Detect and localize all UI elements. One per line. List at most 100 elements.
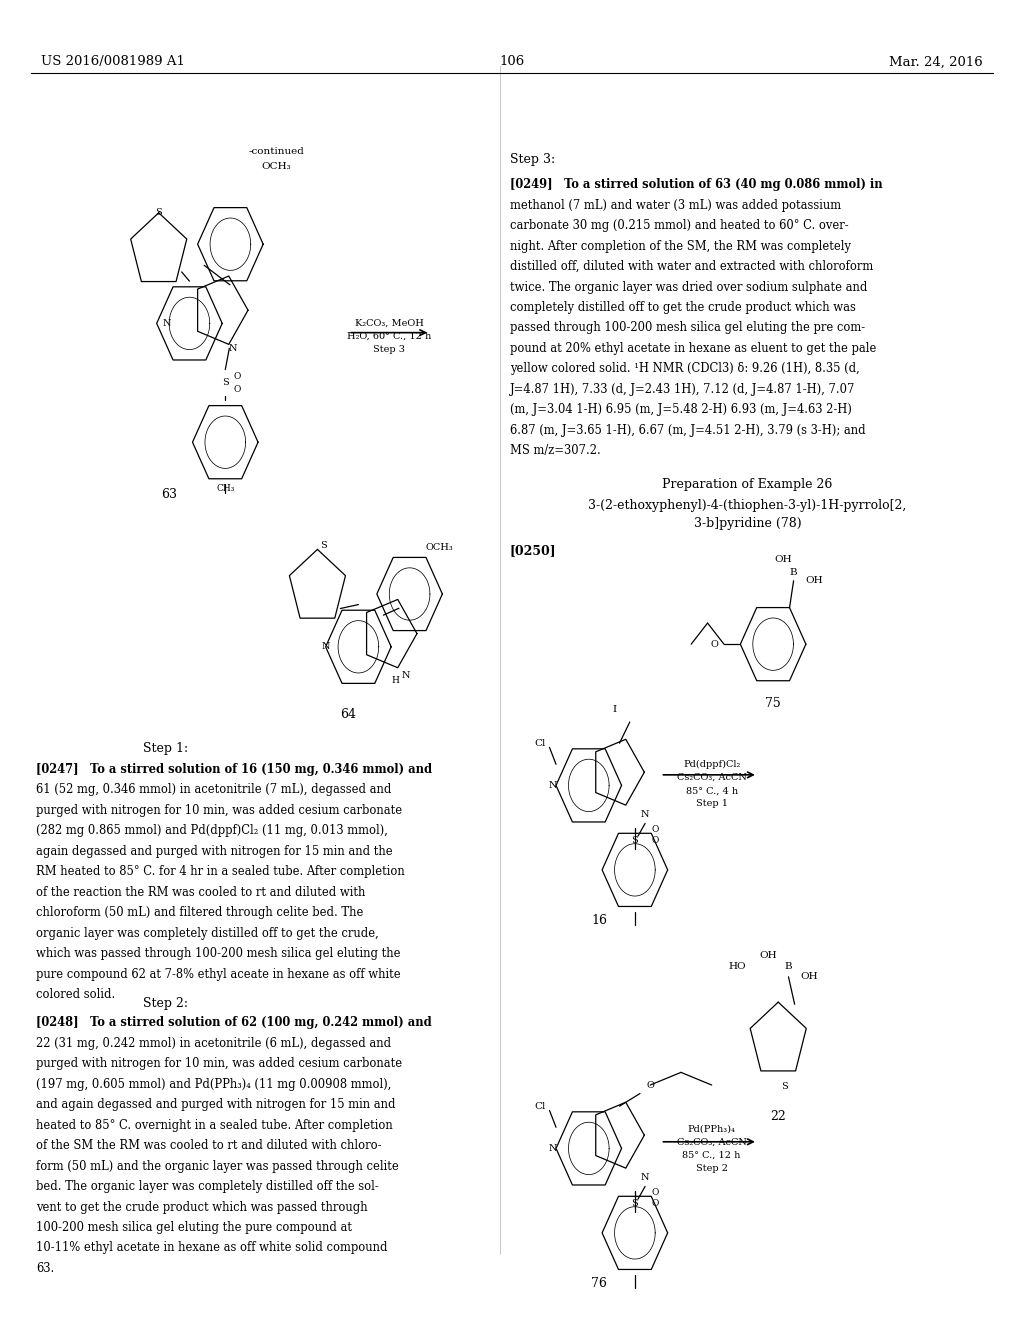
Text: [0247] To a stirred solution of 16 (150 mg, 0.346 mmol) and: [0247] To a stirred solution of 16 (150 … <box>36 763 432 776</box>
Text: Step 1: Step 1 <box>695 800 728 808</box>
Text: Step 3:: Step 3: <box>510 153 555 166</box>
Text: N: N <box>549 1144 557 1152</box>
Text: US 2016/0081989 A1: US 2016/0081989 A1 <box>41 55 185 69</box>
Text: purged with nitrogen for 10 min, was added cesium carbonate: purged with nitrogen for 10 min, was add… <box>36 804 402 817</box>
Text: 22: 22 <box>770 1110 786 1123</box>
Text: bed. The organic layer was completely distilled off the sol-: bed. The organic layer was completely di… <box>36 1180 379 1193</box>
Text: RM heated to 85° C. for 4 hr in a sealed tube. After completion: RM heated to 85° C. for 4 hr in a sealed… <box>36 866 404 878</box>
Text: OH: OH <box>774 556 793 564</box>
Text: MS m/z=307.2.: MS m/z=307.2. <box>510 444 601 457</box>
Text: Pd(PPh₃)₄: Pd(PPh₃)₄ <box>688 1125 735 1133</box>
Text: distilled off, diluted with water and extracted with chloroform: distilled off, diluted with water and ex… <box>510 260 873 273</box>
Text: Mar. 24, 2016: Mar. 24, 2016 <box>889 55 983 69</box>
Text: and again degassed and purged with nitrogen for 15 min and: and again degassed and purged with nitro… <box>36 1098 395 1111</box>
Text: 85° C., 4 h: 85° C., 4 h <box>686 787 737 795</box>
Text: Step 1:: Step 1: <box>143 742 188 755</box>
Text: OH: OH <box>800 973 818 981</box>
Text: B: B <box>784 962 793 970</box>
Text: N: N <box>322 643 330 651</box>
Text: I: I <box>613 705 617 714</box>
Text: heated to 85° C. overnight in a sealed tube. After completion: heated to 85° C. overnight in a sealed t… <box>36 1119 392 1131</box>
Text: O: O <box>651 1199 659 1208</box>
Text: 76: 76 <box>591 1276 607 1290</box>
Text: -continued: -continued <box>249 148 304 156</box>
Text: O: O <box>651 836 659 845</box>
Text: 63.: 63. <box>36 1262 54 1275</box>
Text: OCH₃: OCH₃ <box>426 543 454 552</box>
Text: 6.87 (m, J=3.65 1-H), 6.67 (m, J=4.51 2-H), 3.79 (s 3-H); and: 6.87 (m, J=3.65 1-H), 6.67 (m, J=4.51 2-… <box>510 424 865 437</box>
Text: Cs₂CO₃, AcCN: Cs₂CO₃, AcCN <box>677 1138 746 1146</box>
Text: colored solid.: colored solid. <box>36 987 115 1001</box>
Text: carbonate 30 mg (0.215 mmol) and heated to 60° C. over-: carbonate 30 mg (0.215 mmol) and heated … <box>510 219 849 232</box>
Text: organic layer was completely distilled off to get the crude,: organic layer was completely distilled o… <box>36 927 379 940</box>
Text: again degassed and purged with nitrogen for 15 min and the: again degassed and purged with nitrogen … <box>36 845 392 858</box>
Text: CH₃: CH₃ <box>216 484 234 494</box>
Text: Step 2: Step 2 <box>695 1164 728 1172</box>
Text: which was passed through 100-200 mesh silica gel eluting the: which was passed through 100-200 mesh si… <box>36 948 400 960</box>
Text: 106: 106 <box>500 55 524 69</box>
Text: Cs₂CO₃, AcCN: Cs₂CO₃, AcCN <box>677 774 746 781</box>
Text: O: O <box>646 1081 654 1089</box>
Text: J=4.87 1H), 7.33 (d, J=2.43 1H), 7.12 (d, J=4.87 1-H), 7.07: J=4.87 1H), 7.33 (d, J=2.43 1H), 7.12 (d… <box>510 383 855 396</box>
Text: Pd(dppf)Cl₂: Pd(dppf)Cl₂ <box>683 760 740 768</box>
Text: 3-(2-ethoxyphenyl)-4-(thiophen-3-yl)-1H-pyrrolo[2,: 3-(2-ethoxyphenyl)-4-(thiophen-3-yl)-1H-… <box>589 499 906 512</box>
Text: N: N <box>641 1173 649 1183</box>
Text: OCH₃: OCH₃ <box>262 162 291 170</box>
Text: 22 (31 mg, 0.242 mmol) in acetonitrile (6 mL), degassed and: 22 (31 mg, 0.242 mmol) in acetonitrile (… <box>36 1038 391 1049</box>
Text: N: N <box>229 343 238 352</box>
Text: (197 mg, 0.605 mmol) and Pd(PPh₃)₄ (11 mg 0.00908 mmol),: (197 mg, 0.605 mmol) and Pd(PPh₃)₄ (11 m… <box>36 1077 391 1090</box>
Text: [0248] To a stirred solution of 62 (100 mg, 0.242 mmol) and: [0248] To a stirred solution of 62 (100 … <box>36 1016 431 1030</box>
Text: 64: 64 <box>340 708 356 721</box>
Text: O: O <box>711 640 718 648</box>
Text: O: O <box>233 372 242 380</box>
Text: [0249] To a stirred solution of 63 (40 mg 0.086 mmol) in: [0249] To a stirred solution of 63 (40 m… <box>510 178 883 191</box>
Text: N: N <box>641 810 649 820</box>
Text: 10-11% ethyl acetate in hexane as off white solid compound: 10-11% ethyl acetate in hexane as off wh… <box>36 1241 387 1254</box>
Text: vent to get the crude product which was passed through: vent to get the crude product which was … <box>36 1201 368 1213</box>
Text: [0250]: [0250] <box>510 544 557 557</box>
Text: O: O <box>651 825 659 834</box>
Text: S: S <box>321 541 328 549</box>
Text: pure compound 62 at 7-8% ethyl aceate in hexane as off white: pure compound 62 at 7-8% ethyl aceate in… <box>36 968 400 981</box>
Text: H₂O, 60° C., 12 h: H₂O, 60° C., 12 h <box>347 333 431 341</box>
Text: pound at 20% ethyl acetate in hexane as eluent to get the pale: pound at 20% ethyl acetate in hexane as … <box>510 342 877 355</box>
Text: of the reaction the RM was cooled to rt and diluted with: of the reaction the RM was cooled to rt … <box>36 886 366 899</box>
Text: Cl: Cl <box>534 739 546 747</box>
Text: yellow colored solid. ¹H NMR (CDCl3) δ: 9.26 (1H), 8.35 (d,: yellow colored solid. ¹H NMR (CDCl3) δ: … <box>510 362 860 375</box>
Text: 100-200 mesh silica gel eluting the pure compound at: 100-200 mesh silica gel eluting the pure… <box>36 1221 352 1234</box>
Text: OH: OH <box>759 952 777 960</box>
Text: H: H <box>392 676 399 685</box>
Text: 61 (52 mg, 0.346 mmol) in acetonitrile (7 mL), degassed and: 61 (52 mg, 0.346 mmol) in acetonitrile (… <box>36 783 391 796</box>
Text: 3-b]pyridine (78): 3-b]pyridine (78) <box>693 517 802 531</box>
Text: B: B <box>790 568 798 577</box>
Text: N: N <box>549 781 557 789</box>
Text: of the SM the RM was cooled to rt and diluted with chloro-: of the SM the RM was cooled to rt and di… <box>36 1139 381 1152</box>
Text: OH: OH <box>805 577 823 585</box>
Text: S: S <box>632 836 638 845</box>
Text: Step 3: Step 3 <box>373 346 406 354</box>
Text: 85° C., 12 h: 85° C., 12 h <box>682 1151 741 1159</box>
Text: S: S <box>222 379 228 387</box>
Text: twice. The organic layer was dried over sodium sulphate and: twice. The organic layer was dried over … <box>510 281 867 293</box>
Text: 75: 75 <box>765 697 781 710</box>
Text: passed through 100-200 mesh silica gel eluting the pre com-: passed through 100-200 mesh silica gel e… <box>510 322 865 334</box>
Text: Cl: Cl <box>534 1102 546 1110</box>
Text: chloroform (50 mL) and filtered through celite bed. The: chloroform (50 mL) and filtered through … <box>36 906 364 919</box>
Text: night. After completion of the SM, the RM was completely: night. After completion of the SM, the R… <box>510 240 851 252</box>
Text: 16: 16 <box>591 913 607 927</box>
Text: S: S <box>156 209 162 218</box>
Text: N: N <box>162 319 171 327</box>
Text: S: S <box>781 1082 788 1092</box>
Text: completely distilled off to get the crude product which was: completely distilled off to get the crud… <box>510 301 856 314</box>
Text: O: O <box>233 385 242 393</box>
Text: K₂CO₃, MeOH: K₂CO₃, MeOH <box>354 319 424 327</box>
Text: methanol (7 mL) and water (3 mL) was added potassium: methanol (7 mL) and water (3 mL) was add… <box>510 198 841 211</box>
Text: S: S <box>632 1199 638 1208</box>
Text: form (50 mL) and the organic layer was passed through celite: form (50 mL) and the organic layer was p… <box>36 1160 398 1172</box>
Text: Preparation of Example 26: Preparation of Example 26 <box>663 478 833 491</box>
Text: Step 2:: Step 2: <box>143 997 188 1010</box>
Text: N: N <box>401 672 410 680</box>
Text: (m, J=3.04 1-H) 6.95 (m, J=5.48 2-H) 6.93 (m, J=4.63 2-H): (m, J=3.04 1-H) 6.95 (m, J=5.48 2-H) 6.9… <box>510 404 852 416</box>
Text: 63: 63 <box>161 488 177 502</box>
Text: (282 mg 0.865 mmol) and Pd(dppf)Cl₂ (11 mg, 0.013 mmol),: (282 mg 0.865 mmol) and Pd(dppf)Cl₂ (11 … <box>36 824 388 837</box>
